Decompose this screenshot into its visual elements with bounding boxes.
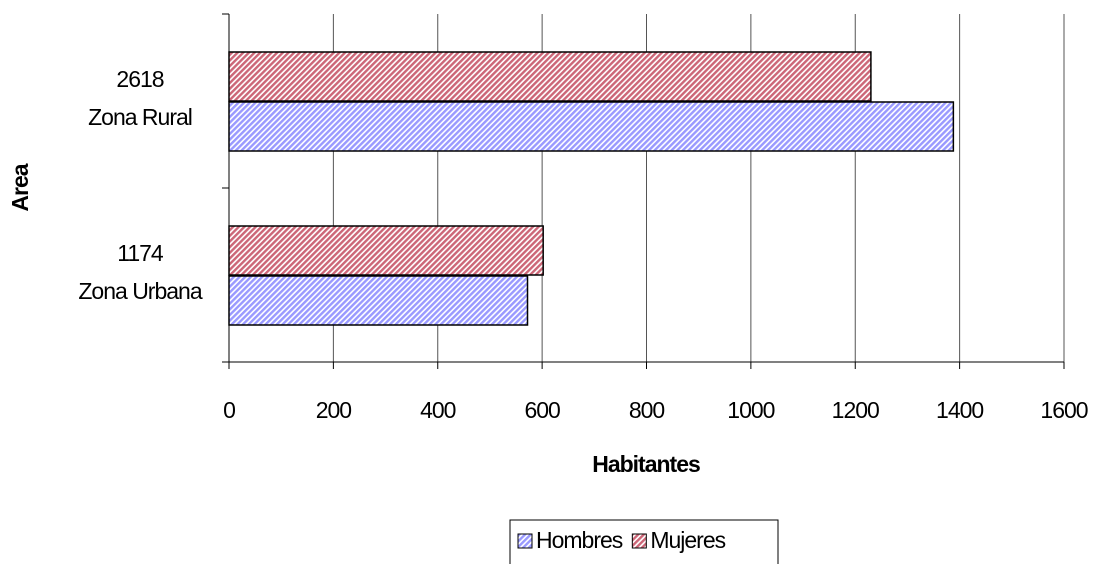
y-tick-label: Zona Rural: [88, 104, 192, 130]
x-tick-label: 400: [420, 397, 456, 423]
bar: [228, 101, 955, 152]
x-tick-label: 0: [223, 397, 235, 423]
y-tick-label: Zona Urbana: [78, 278, 202, 304]
x-axis-label: Habitantes: [592, 451, 700, 477]
x-tick-label: 200: [316, 397, 352, 423]
x-tick-label: 800: [629, 397, 665, 423]
legend-swatch: [631, 533, 647, 549]
legend-swatch: [517, 533, 533, 549]
y-tick-label: 2618: [116, 66, 163, 92]
x-tick-label: 1200: [832, 397, 879, 423]
y-axis-label: Area: [7, 163, 33, 211]
x-tick-label: 1000: [727, 397, 774, 423]
x-tick-label: 1600: [1040, 397, 1087, 423]
y-tick-label: 1174: [117, 240, 164, 266]
legend-label: Mujeres: [650, 527, 725, 553]
x-tick-label: 1400: [936, 397, 983, 423]
bar: [228, 51, 872, 102]
bar: [228, 225, 544, 276]
legend-label: Hombres: [536, 527, 623, 553]
bar: [228, 275, 529, 326]
x-tick-label: 600: [524, 397, 560, 423]
